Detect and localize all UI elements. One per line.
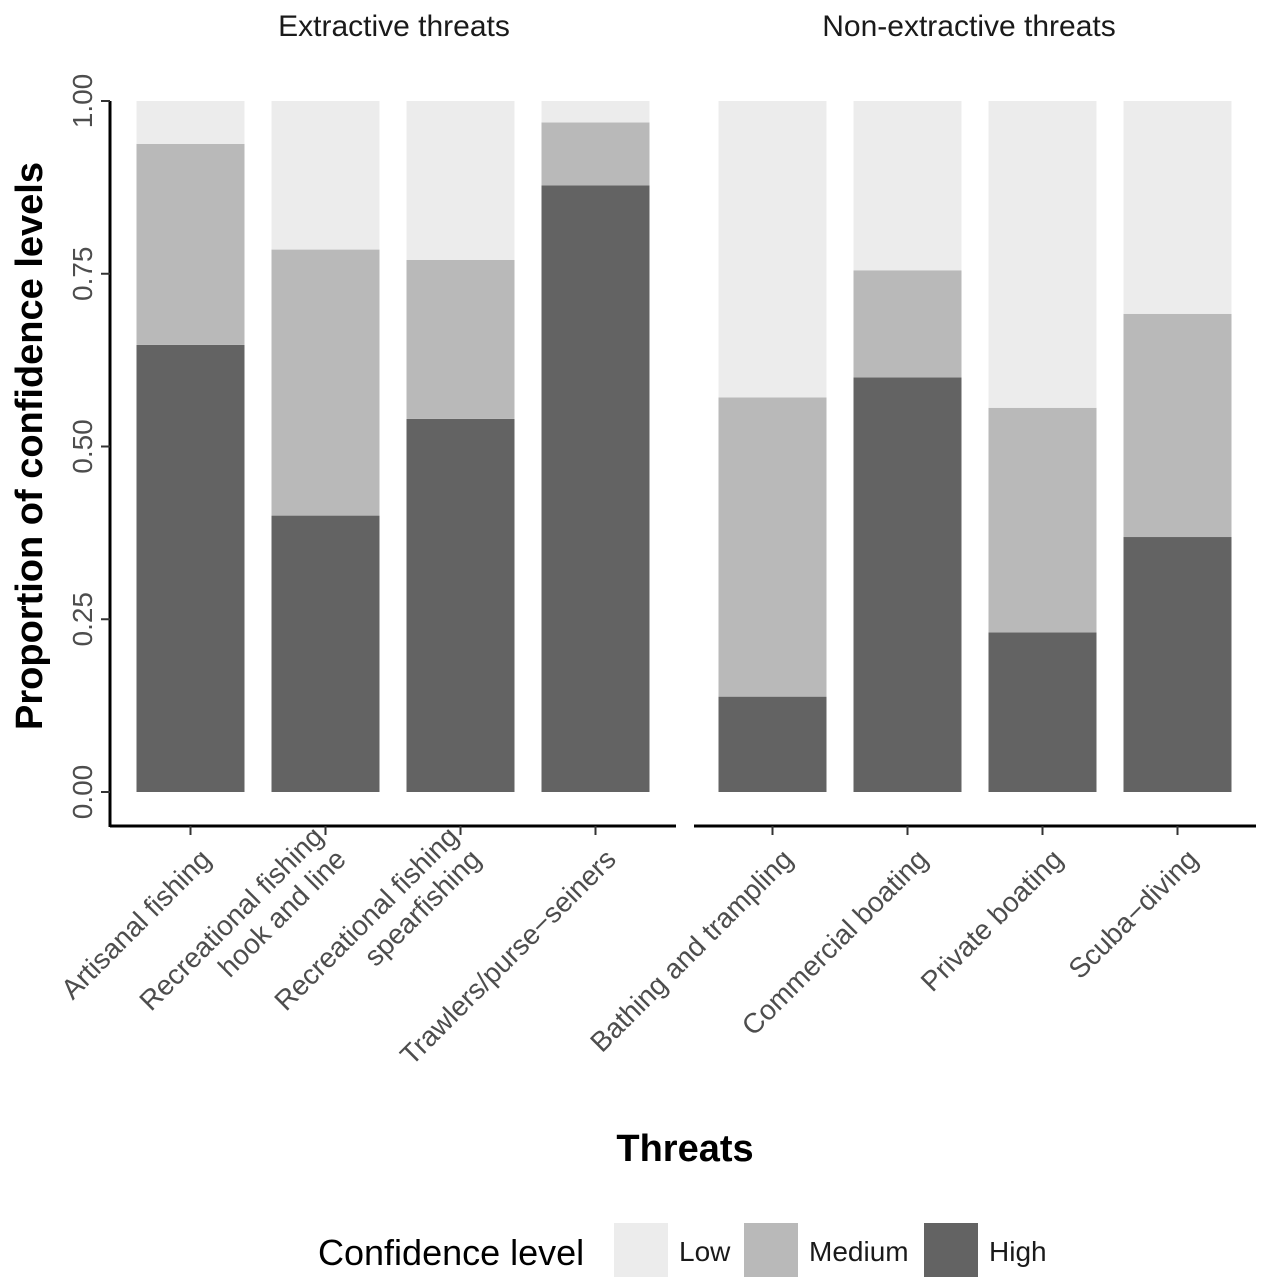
- bar-segment-medium: [541, 122, 650, 186]
- y-tick-label: 1.00: [67, 74, 98, 129]
- y-tick-label: 0.75: [67, 247, 98, 302]
- bar-segment-low: [406, 101, 515, 260]
- x-tick-label: Recreational fishinghook and line: [133, 821, 351, 1039]
- bar-segment-low: [541, 101, 650, 123]
- legend-title: Confidence level: [318, 1232, 584, 1273]
- legend-label-medium: Medium: [809, 1236, 909, 1267]
- legend-label-high: High: [989, 1236, 1047, 1267]
- bar-segment-low: [853, 101, 962, 271]
- bar-segment-medium: [1123, 313, 1232, 538]
- x-tick-label: Scuba−diving: [1062, 843, 1203, 984]
- legend-swatch-high: [924, 1223, 978, 1277]
- bar-segment-low: [1123, 101, 1232, 314]
- bar-segment-medium: [718, 397, 827, 697]
- bar-segment-high: [988, 632, 1097, 792]
- x-axis-title: Threats: [616, 1128, 753, 1170]
- bar-segment-low: [718, 101, 827, 398]
- bar-segment-medium: [853, 270, 962, 378]
- bar-segment-low: [988, 101, 1097, 408]
- legend-label-low: Low: [679, 1236, 731, 1267]
- y-axis-title: Proportion of confidence levels: [9, 162, 51, 730]
- facet-title: Extractive threats: [278, 10, 510, 43]
- bar-segment-low: [136, 101, 245, 144]
- bar-segment-high: [541, 185, 650, 792]
- y-tick-label: 0.00: [67, 765, 98, 820]
- bar-segment-high: [136, 344, 245, 792]
- bar-segment-high: [718, 696, 827, 792]
- facet-title: Non-extractive threats: [822, 10, 1115, 43]
- legend-swatch-medium: [744, 1223, 798, 1277]
- bar-segment-high: [406, 418, 515, 792]
- bar-segment-high: [1123, 537, 1232, 792]
- bar-segment-high: [271, 515, 380, 792]
- y-tick-label: 0.50: [67, 419, 98, 474]
- bar-segment-medium: [406, 259, 515, 419]
- legend: Confidence level Low Medium High: [318, 1223, 1047, 1277]
- legend-swatch-low: [614, 1223, 668, 1277]
- x-tick-label: Private boating: [915, 843, 1069, 997]
- bar-segment-medium: [271, 249, 380, 516]
- facet-panel-1: Extractive threats Artisanal fishingRecre…: [55, 10, 676, 1071]
- y-tick-label: 0.25: [67, 592, 98, 647]
- bar-segment-medium: [136, 143, 245, 345]
- x-tick-label: Artisanal fishing: [55, 843, 217, 1005]
- bar-segment-high: [853, 377, 962, 792]
- bar-segment-medium: [988, 407, 1097, 633]
- bar-segment-low: [271, 101, 380, 250]
